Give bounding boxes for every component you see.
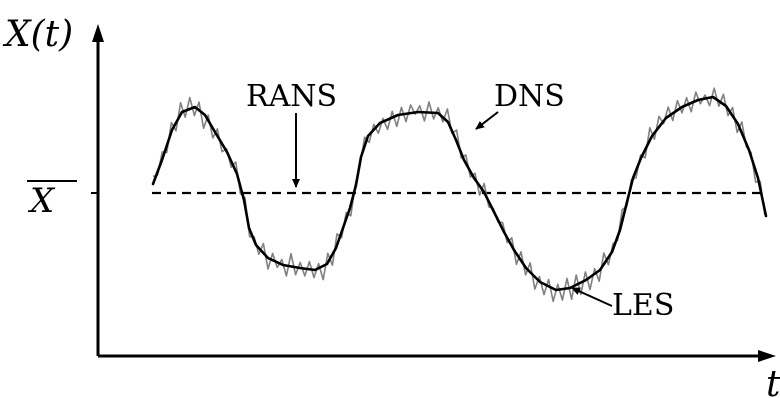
les-annotation-label: LES [612,288,674,323]
les-signal [151,95,768,292]
dns-signal [152,87,766,303]
dns-annotation-label: DNS [494,79,565,114]
les-annotation-arrow [571,287,613,307]
mean-label: X [27,181,56,221]
dns-annotation-arrow [475,111,499,130]
x-axis-label: t [766,364,780,398]
x-axis-arrowhead [758,350,776,362]
y-axis-label: X(t) [2,14,73,55]
y-axis-arrowhead [92,24,104,42]
rans-annotation-label: RANS [246,79,337,114]
